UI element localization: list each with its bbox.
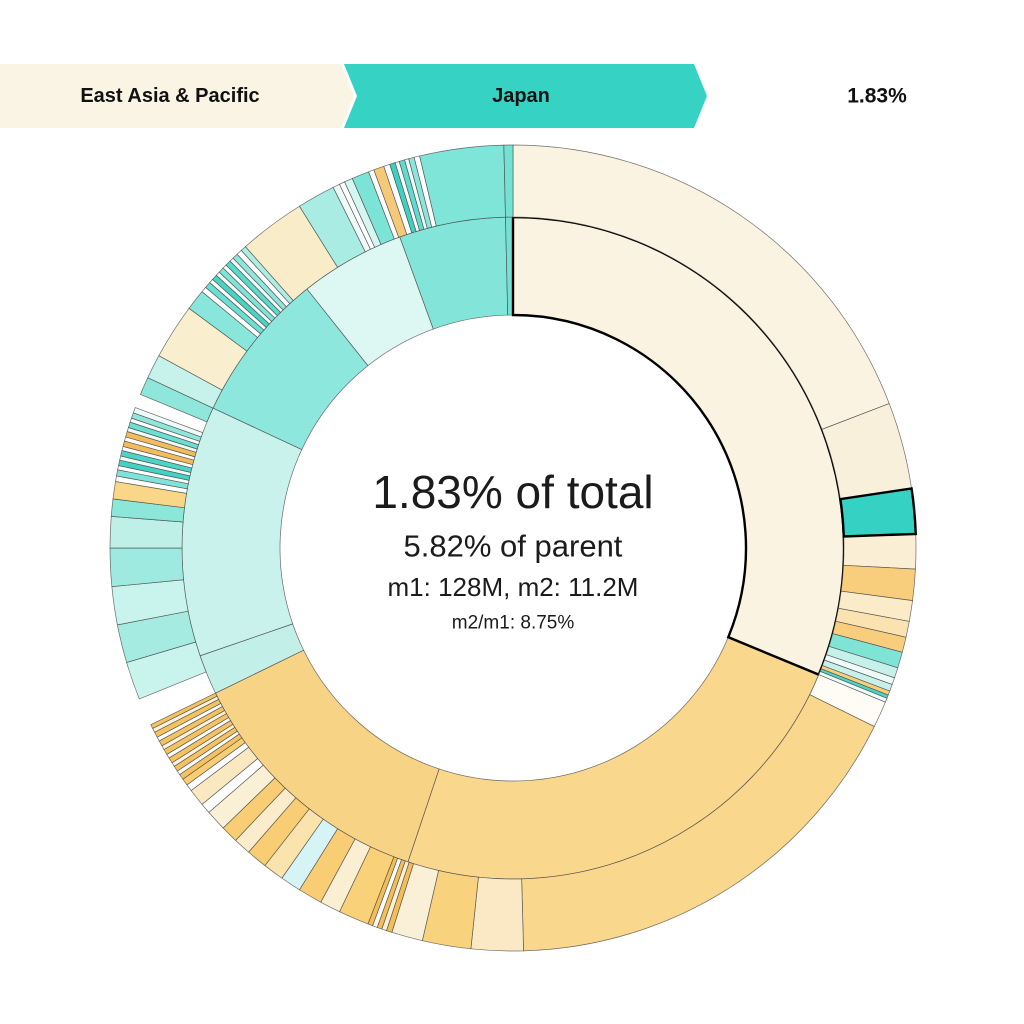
sunburst-rings [109,144,917,952]
sunburst-segment[interactable] [150,692,218,729]
center-percent-of-parent: 5.82% of parent [404,529,623,564]
sunburst-segment[interactable] [132,407,204,438]
sunburst-segment[interactable] [838,487,917,538]
sunburst-segment[interactable] [843,533,917,570]
center-ratio-value: m2/m1: 8.75% [452,613,575,634]
breadcrumb-item-east-asia-pacific[interactable] [0,64,354,128]
breadcrumb-percentage: 1.83% [847,85,907,108]
center-m1-m2-values: m1: 128M, m2: 11.2M [388,572,639,602]
center-label: 1.83% of total 5.82% of parent m1: 128M,… [372,466,653,634]
breadcrumb-item-east-asia-pacific-label: East Asia & Pacific [80,85,259,107]
sunburst-segment[interactable] [181,407,303,657]
breadcrumb-item-japan-label: Japan [492,85,550,107]
breadcrumb: East Asia & Pacific Japan 1.83% [0,64,907,128]
sunburst-segment[interactable] [109,547,184,588]
center-percent-of-total: 1.83% of total [372,466,653,518]
sunburst-segment[interactable] [503,144,514,218]
breadcrumb-item-japan[interactable] [344,64,707,128]
sunburst-segment[interactable] [470,876,524,952]
